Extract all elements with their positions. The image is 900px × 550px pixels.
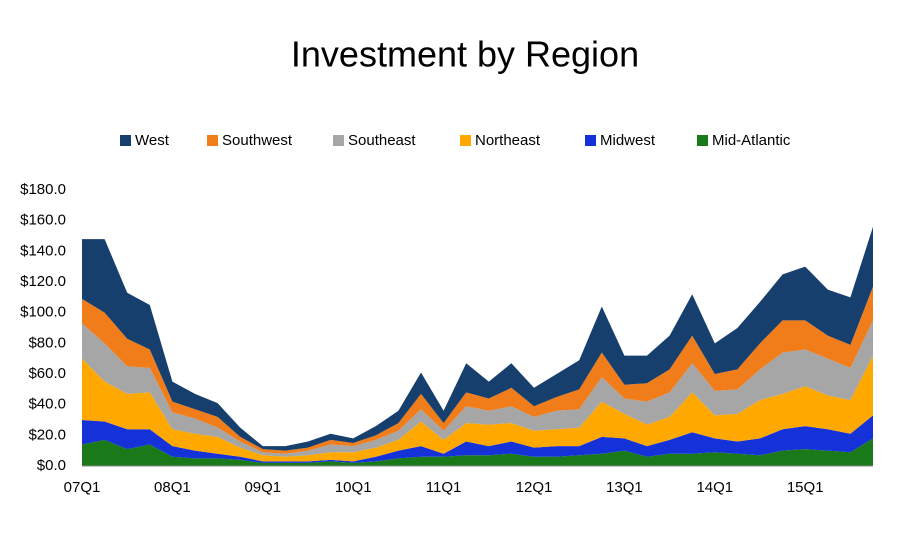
x-tick-label: 07Q1 — [64, 479, 101, 496]
x-tick-label: 13Q1 — [606, 479, 643, 496]
y-tick-label: $0.0 — [37, 457, 66, 474]
legend-label: Mid-Atlantic — [712, 132, 791, 149]
x-tick-label: 12Q1 — [516, 479, 553, 496]
x-tick-label: 08Q1 — [154, 479, 191, 496]
legend-swatch — [697, 135, 708, 146]
x-tick-label: 10Q1 — [335, 479, 372, 496]
legend-swatch — [333, 135, 344, 146]
x-tick-label: 11Q1 — [426, 479, 462, 496]
chart-title: Investment by Region — [291, 34, 639, 75]
legend-label: Midwest — [600, 132, 656, 149]
y-tick-label: $20.0 — [28, 426, 66, 443]
legend-label: Southwest — [222, 132, 293, 149]
y-tick-label: $40.0 — [28, 396, 66, 413]
y-tick-label: $120.0 — [20, 273, 66, 290]
y-tick-label: $160.0 — [20, 212, 66, 229]
y-tick-label: $180.0 — [20, 181, 66, 198]
y-tick-label: $60.0 — [28, 365, 66, 382]
area — [82, 355, 873, 462]
legend-swatch — [460, 135, 471, 146]
area — [82, 415, 873, 463]
y-tick-label: $100.0 — [20, 304, 66, 321]
legend-swatch — [207, 135, 218, 146]
x-tick-label: 09Q1 — [244, 479, 281, 496]
legend-label: Southeast — [348, 132, 416, 149]
legend-swatch — [585, 135, 596, 146]
y-tick-label: $80.0 — [28, 334, 66, 351]
legend-label: Northeast — [475, 132, 541, 149]
y-tick-label: $140.0 — [20, 242, 66, 259]
area — [82, 438, 873, 466]
legend-label: West — [135, 132, 170, 149]
legend-swatch — [120, 135, 131, 146]
x-tick-label: 14Q1 — [696, 479, 733, 496]
x-tick-label: 15Q1 — [787, 479, 824, 496]
